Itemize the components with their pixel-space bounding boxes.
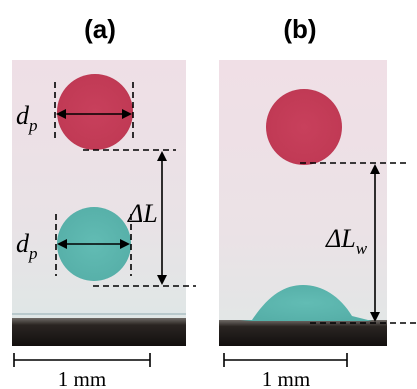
dp-label-bottom: dp [16, 229, 38, 263]
red-droplet [57, 74, 133, 150]
panel-a-label: (a) [84, 14, 116, 44]
panel-b-label: (b) [283, 14, 316, 44]
red-droplet-b [266, 89, 342, 165]
dp-label-top: dp [16, 101, 38, 135]
panel-b [219, 60, 417, 346]
panel-a-substrate [12, 318, 186, 346]
panel-a [12, 60, 196, 346]
cyan-spread-droplet [240, 285, 372, 321]
delta-lw-label: ΔLw [325, 224, 368, 258]
scale-bar-b [223, 353, 348, 367]
scale-label-b: 1 mm [262, 367, 310, 389]
delta-l-label: ΔL [127, 199, 158, 228]
panel-b-substrate [219, 320, 387, 346]
scale-label-a: 1 mm [58, 367, 106, 389]
scale-bar-a [13, 353, 151, 367]
